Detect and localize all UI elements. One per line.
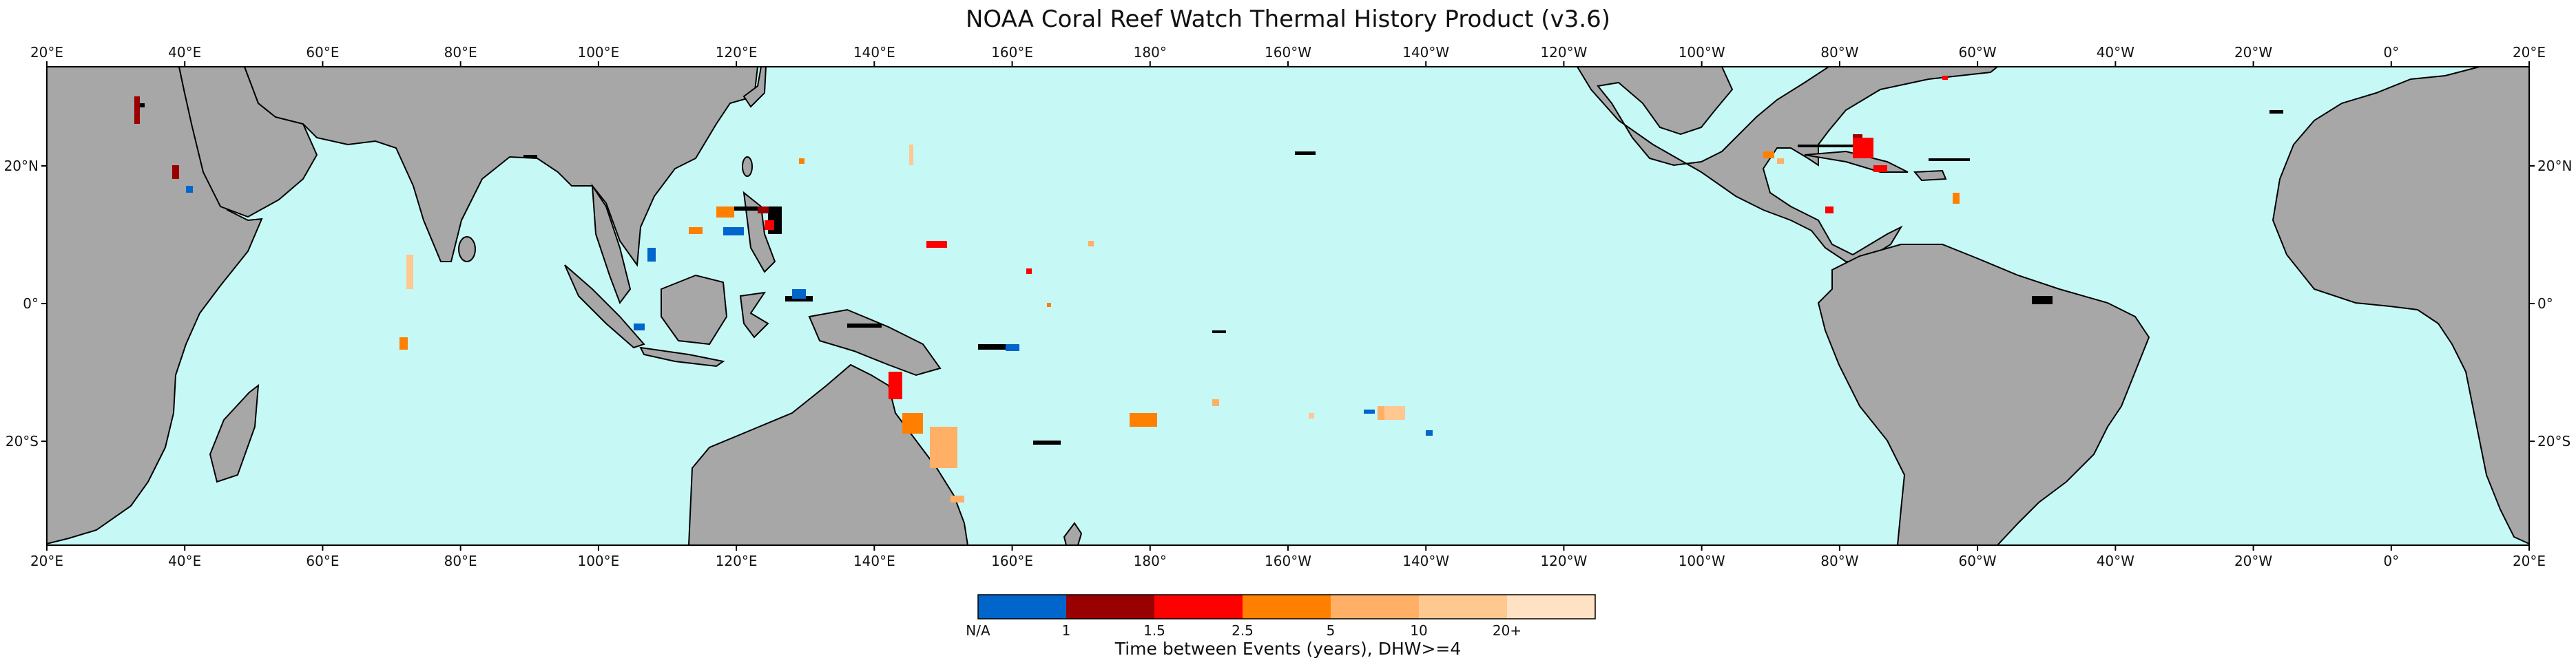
colorbar [977,594,1596,620]
lon-tick-label-top: 140°W [1402,44,1449,61]
lon-tick-label-top: 180° [1134,44,1167,61]
lon-tick-label-top: 80°E [444,44,477,61]
lat-tick-label-left: 0° [23,295,39,312]
lon-tick-label-top: 20°W [2234,44,2272,61]
lon-tick-label-bottom: 60°W [1958,553,1996,569]
lon-tick-label-top: 20°E [30,44,63,61]
land-south-america [1817,244,2150,546]
lon-tick-label-bottom: 60°E [306,553,339,569]
land-layer [46,66,2530,546]
reef-blue [186,186,1433,436]
lon-tick-label-bottom: 120°W [1540,553,1587,569]
lon-tick-label-bottom: 20°W [2234,553,2272,569]
lon-tick-label-bottom: 40°W [2097,553,2134,569]
land-sumatra [564,264,645,349]
lon-tick-label-top: 60°W [1958,44,1996,61]
lon-tick-label-bottom: 0° [2383,553,2399,569]
lon-tick-label-top: 100°W [1679,44,1725,61]
lon-tick-label-top: 160°E [991,44,1033,61]
land-taiwan [742,156,753,177]
colorbar-swatch [1507,595,1595,619]
land-north-america [1576,66,1999,262]
lon-tick-label-bottom: 140°W [1402,553,1449,569]
reef-markers [134,76,2283,502]
lon-tick-label-bottom: 100°E [577,553,619,569]
lon-tick-label-bottom: 140°E [853,553,895,569]
lon-tick-label-top: 60°E [306,44,339,61]
land-sulawesi [739,291,769,339]
lon-tick-label-top: 100°E [577,44,619,61]
reef-red [765,76,1948,399]
reef-pale-orange [406,145,1405,420]
colorbar-tick-label: 1 [1062,622,1071,639]
lon-tick-label-top: 40°E [168,44,201,61]
colorbar-label: Time between Events (years), DHW>=4 [1114,639,1462,659]
lon-tick-label-top: 160°W [1265,44,1311,61]
land-australia [687,363,969,546]
lon-tick-label-bottom: 180° [1134,553,1167,569]
colorbar-tick-label: 20+ [1493,622,1521,639]
lat-tick-label-left: 20°S [6,433,39,449]
lon-tick-label-top: 120°W [1540,44,1587,61]
lon-tick-label-bottom: 20°E [30,553,63,569]
land-hispaniola [1913,169,1947,182]
land-new-zealand [1063,522,1083,546]
colorbar-tick-label: 1.5 [1143,622,1165,639]
land-new-guinea [808,308,942,377]
land-madagascar [209,383,260,483]
colorbar-tick-label: N/A [966,622,990,639]
lat-tick-labels-left: 20°N 0° 20°S [4,158,39,449]
lat-tick-label-right: 20°S [2537,433,2570,449]
colorbar-tick-label: 2.5 [1232,622,1254,639]
lon-tick-label-top: 140°E [853,44,895,61]
colorbar-swatch [1419,595,1507,619]
lon-tick-label-bottom: 40°E [168,553,201,569]
lon-tick-label-bottom: 120°E [716,553,758,569]
lon-tick-labels-bottom: 20°E 40°E 60°E 80°E 100°E 120°E 140°E 160°E 180°… [30,553,2546,569]
lon-tick-label-top: 20°E [2513,44,2546,61]
lon-tick-label-bottom: 160°W [1265,553,1311,569]
lon-tick-label-bottom: 20°E [2513,553,2546,569]
colorbar-swatch [1243,595,1331,619]
lon-tick-label-bottom: 80°W [1820,553,1858,569]
colorbar-swatch [1331,595,1419,619]
lon-tick-label-bottom: 80°E [444,553,477,569]
colorbar-swatch [978,595,1066,619]
colorbar-tick-label: 5 [1327,622,1336,639]
lat-tick-labels-right: 20°N 0° 20°S [2537,158,2572,449]
colorbar-tick-label: 10 [1410,622,1427,639]
land-sri-lanka [458,236,476,262]
land-borneo [661,274,728,346]
lon-tick-label-top: 120°E [716,44,758,61]
figure-title: NOAA Coral Reef Watch Thermal History Pr… [965,6,1611,33]
lat-tick-label-left: 20°N [4,158,39,174]
lon-tick-label-top: 80°W [1820,44,1858,61]
lon-tick-label-top: 40°W [2097,44,2134,61]
reef-orange [399,151,1960,434]
colorbar-frame [977,594,1596,620]
tick-marks [41,61,2535,551]
land-africa-west [2272,66,2530,545]
lat-tick-label-right: 0° [2537,295,2553,312]
lon-tick-label-bottom: 100°W [1679,553,1725,569]
colorbar-tick-labels: N/A 1 1.5 2.5 5 10 20+ [966,622,1521,639]
lon-tick-label-bottom: 160°E [991,553,1033,569]
lon-tick-label-top: 0° [2383,44,2399,61]
lon-tick-labels-top: 20°E 40°E 60°E 80°E 100°E 120°E 140°E 160°E 180°… [30,44,2546,61]
land-java [639,346,725,368]
colorbar-swatch [1154,595,1243,619]
lat-tick-label-right: 20°N [2537,158,2572,174]
land-malay-peninsula [591,183,632,305]
colorbar-swatch [1066,595,1154,619]
